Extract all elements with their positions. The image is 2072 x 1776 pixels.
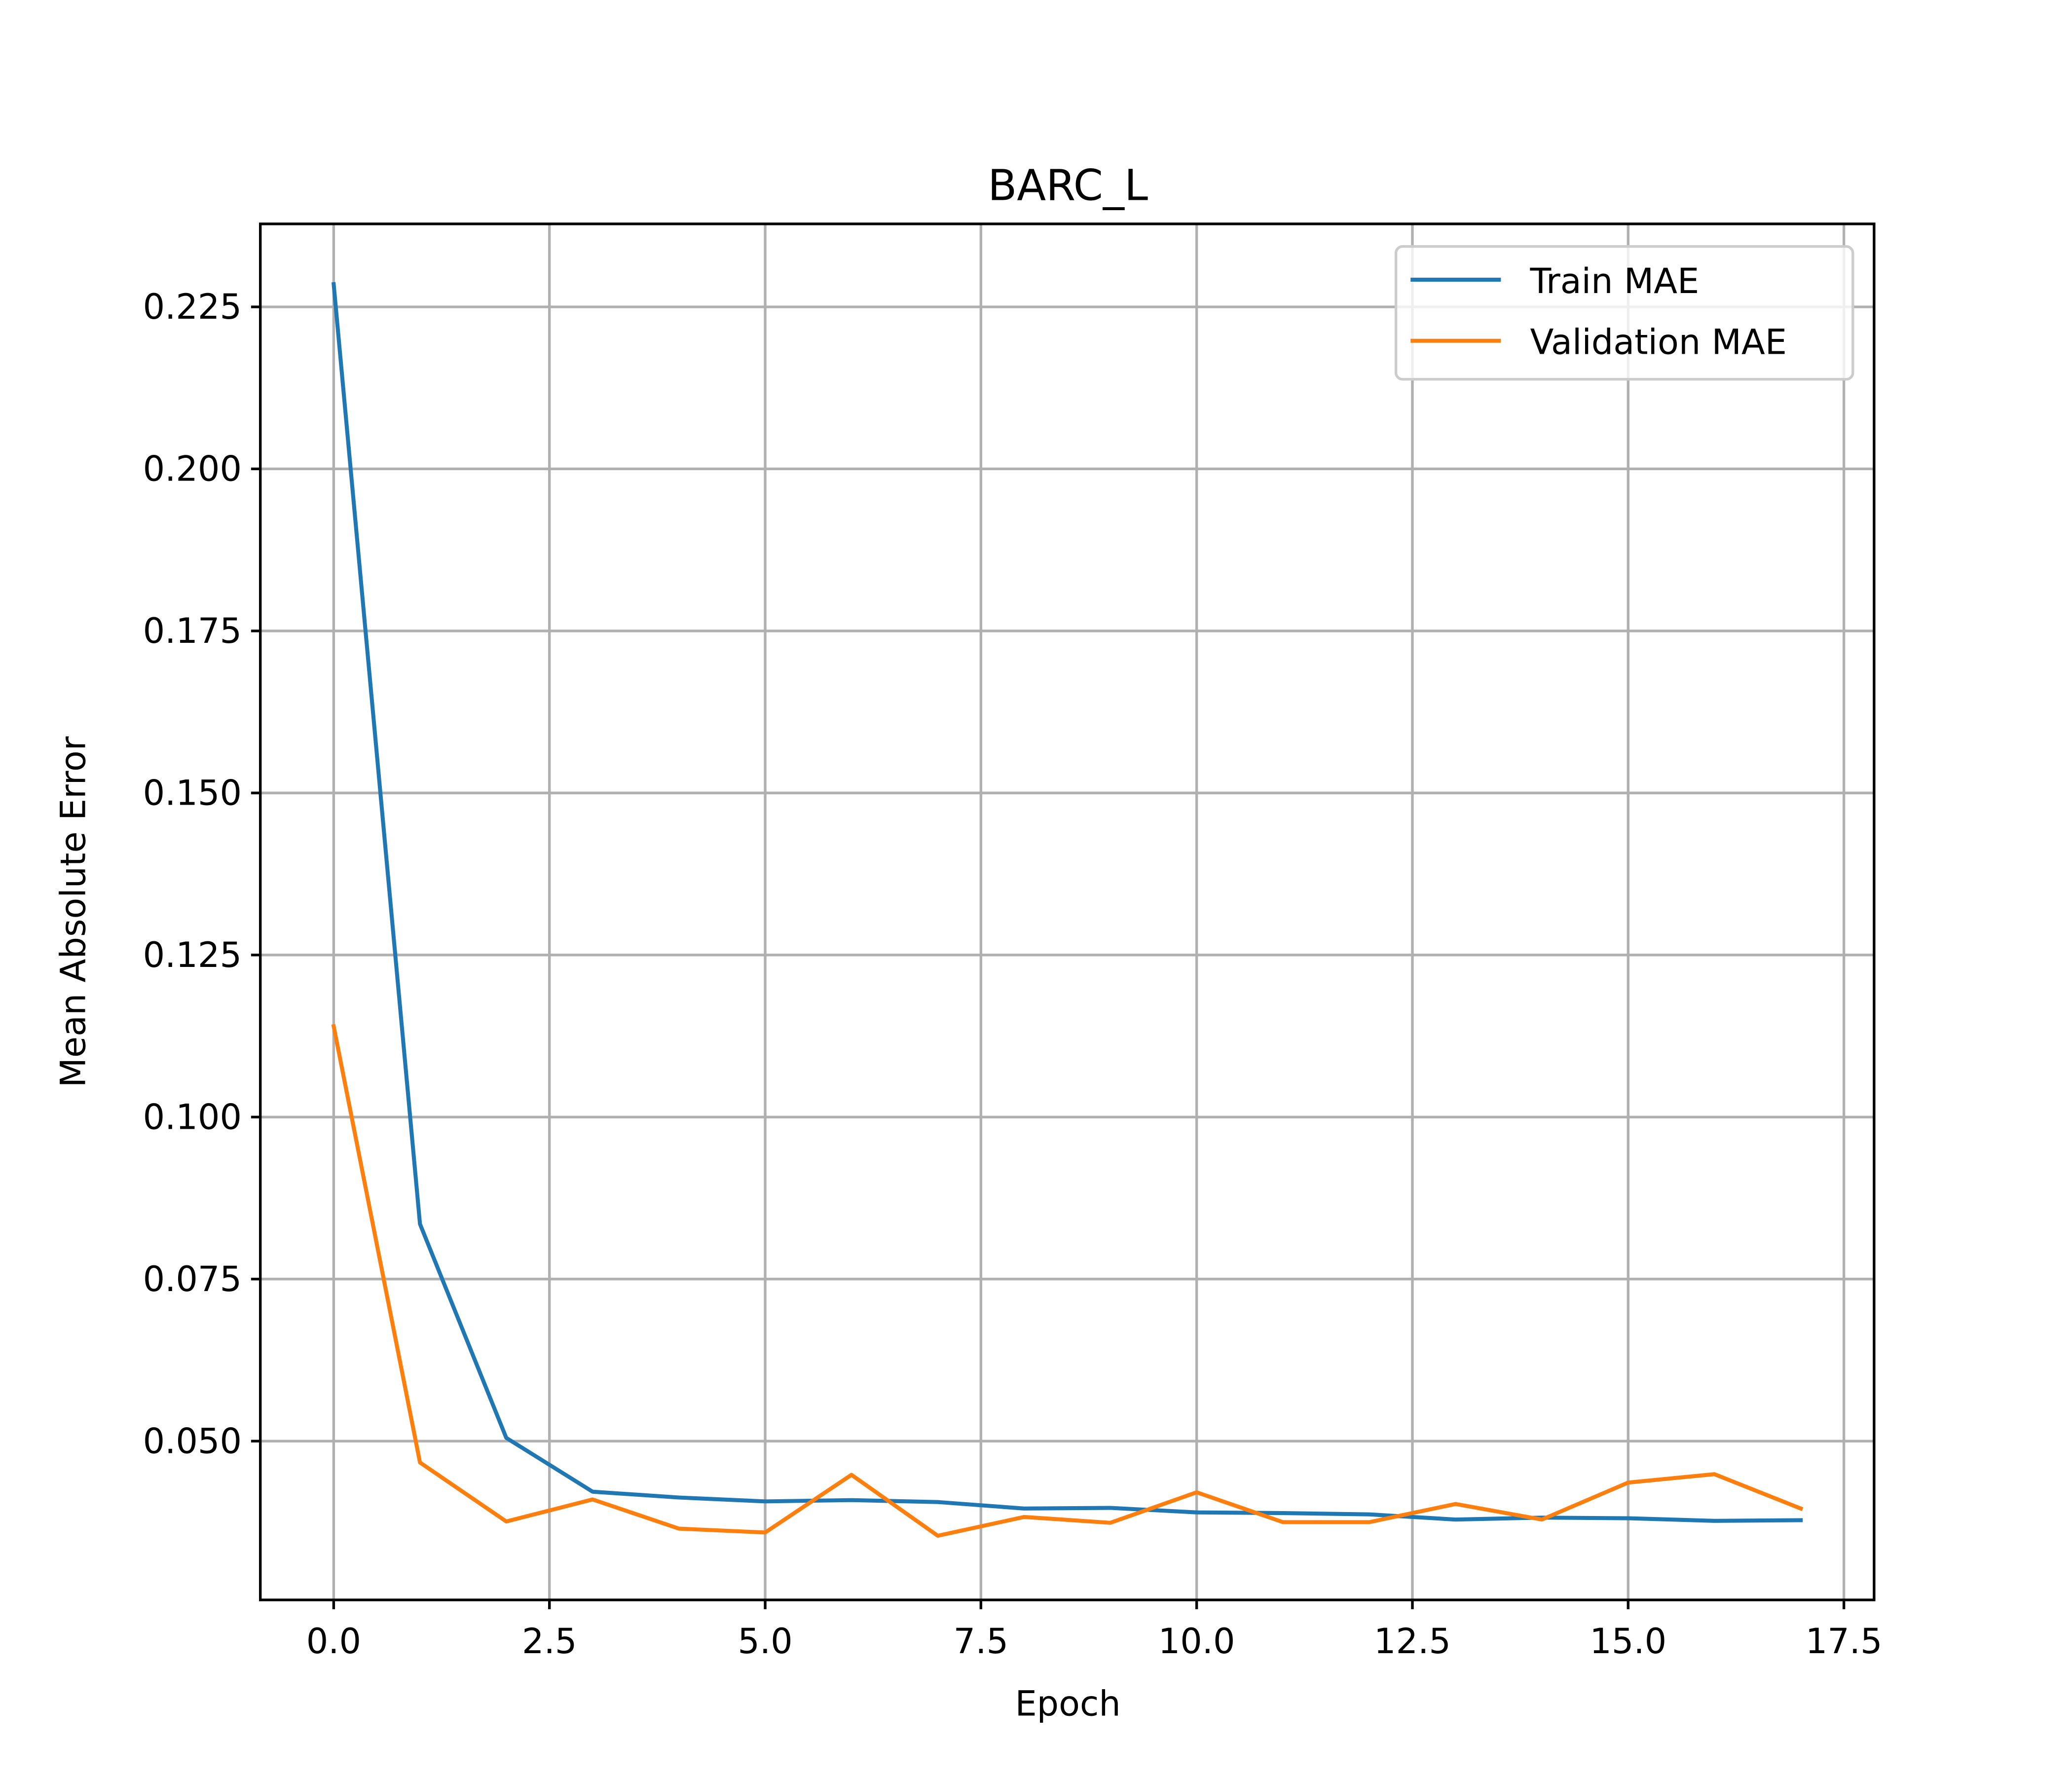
y-gridlines xyxy=(260,305,1874,1443)
y-tick-label: 0.125 xyxy=(143,935,242,975)
train-mae-line xyxy=(331,282,1803,1523)
legend-box xyxy=(1394,245,1854,381)
legend-label-validation: Validation MAE xyxy=(1530,322,1787,363)
x-gridlines xyxy=(332,223,1846,1600)
chart-title: BARC_L xyxy=(988,161,1148,210)
y-tick-label: 0.100 xyxy=(143,1097,242,1138)
legend: Train MAE Validation MAE xyxy=(1394,245,1854,381)
plot-frame xyxy=(259,222,1876,1601)
x-tick-label: 15.0 xyxy=(1590,1621,1666,1662)
x-tick-label: 10.0 xyxy=(1158,1621,1235,1662)
y-tick-label: 0.075 xyxy=(143,1259,242,1299)
x-axis-label: Epoch xyxy=(1015,1683,1120,1724)
series-layer xyxy=(331,282,1804,1538)
x-tick-label: 7.5 xyxy=(954,1621,1008,1662)
x-tick-label: 2.5 xyxy=(522,1621,577,1662)
x-tick-label: 17.5 xyxy=(1806,1621,1883,1662)
x-axis: 0.0 2.5 5.0 7.5 10.0 12.5 15.0 17.5 xyxy=(306,1600,1883,1662)
y-tick-label: 0.200 xyxy=(143,449,242,489)
x-tick-label: 5.0 xyxy=(738,1621,792,1662)
x-tick-label: 12.5 xyxy=(1374,1621,1451,1662)
validation-mae-line xyxy=(331,1024,1804,1538)
legend-label-train: Train MAE xyxy=(1530,261,1700,301)
y-axis: 0.050 0.075 0.100 0.125 0.150 0.175 0.200 0.225 xyxy=(143,287,260,1461)
y-tick-label: 0.050 xyxy=(143,1421,242,1461)
y-axis-label: Mean Absolute Error xyxy=(53,736,93,1087)
y-tick-label: 0.150 xyxy=(143,773,242,814)
y-tick-label: 0.175 xyxy=(143,611,242,651)
y-tick-label: 0.225 xyxy=(143,287,242,327)
x-tick-label: 0.0 xyxy=(306,1621,361,1662)
